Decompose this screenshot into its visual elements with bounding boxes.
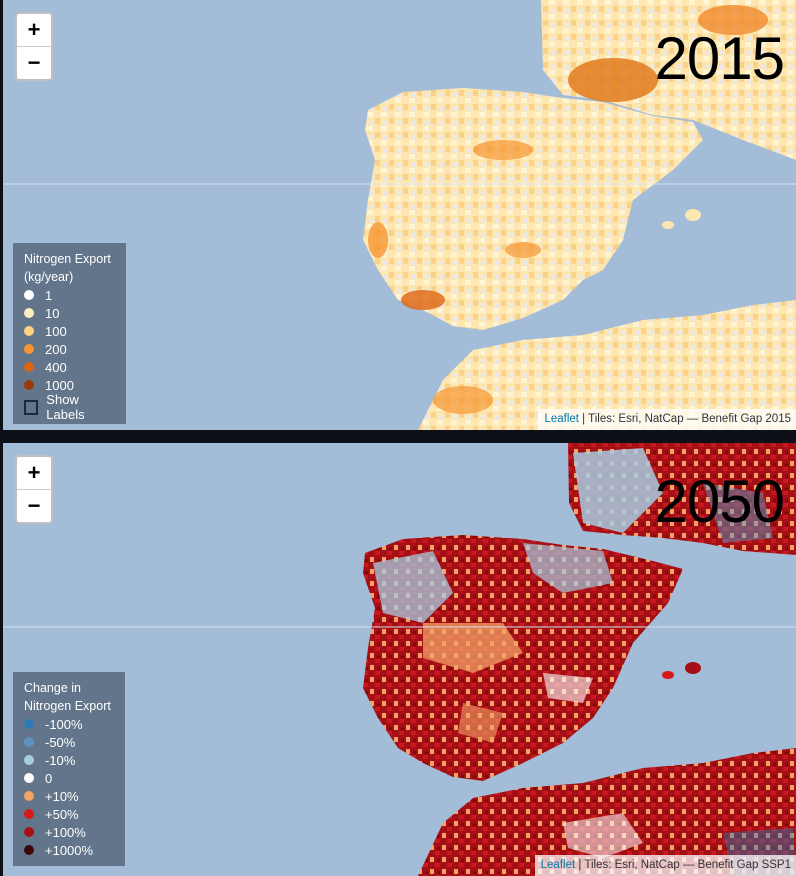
legend-label: 200 [45,341,67,357]
legend-label: +100% [45,824,86,840]
zoom-control: + − [15,455,53,524]
legend-label: +10% [45,788,79,804]
zoom-control: + − [15,12,53,81]
legend-label: -10% [45,752,76,768]
legend-item: 0 [24,769,115,787]
legend-item: +1000% [24,841,115,859]
land-iberia [363,88,703,330]
attribution: Leaflet | Tiles: Esri, NatCap — Benefit … [534,855,796,876]
leaflet-link[interactable]: Leaflet [540,859,576,871]
legend-swatch [24,344,34,354]
legend-subtitle: Nitrogen Export [24,699,111,713]
map-2050[interactable]: 2050 + − Change in Nitrogen Export -100%… [3,443,796,876]
legend-label: -100% [45,716,83,732]
map-2015[interactable]: 2015 + − Nitrogen Export (kg/year) 1 10 10… [3,0,796,430]
year-label: 2015 [654,25,785,92]
legend-label: 0 [45,770,53,786]
legend-label: +1000% [45,842,94,858]
attribution: Leaflet | Tiles: Esri, NatCap — Benefit … [538,409,796,430]
legend-2050: Change in Nitrogen Export -100% -50% -10% 0… [13,672,125,866]
legend-label: 1000 [45,377,74,393]
legend-swatch [24,380,34,390]
legend-item: 100 [24,322,116,340]
legend-swatch [24,719,34,729]
legend-swatch [24,791,34,801]
checkbox-label: Show Labels [46,392,85,422]
legend-swatch [24,773,34,783]
legend-swatch [24,737,34,747]
legend-item: +50% [24,805,115,823]
land-africa [418,300,796,430]
attribution-text: | Tiles: Esri, NatCap — Benefit Gap SSP1 [575,859,791,871]
legend-swatch [24,308,34,318]
attribution-text: | Tiles: Esri, NatCap — Benefit Gap 2015 [578,413,791,425]
legend-unit: (kg/year) [24,270,74,284]
legend-swatch [24,290,34,300]
land-france [541,0,796,160]
legend-title: Change in [24,681,81,695]
legend-label: 1 [45,287,53,303]
legend-item: +100% [24,823,115,841]
land-africa [418,748,796,876]
legend-swatch [24,845,34,855]
show-labels-checkbox[interactable]: Show Labels [24,392,116,422]
legend-label: -50% [45,734,76,750]
legend-swatch [24,326,34,336]
legend-item: +10% [24,787,115,805]
zoom-out-button[interactable]: − [27,50,41,75]
legend-label: 10 [45,305,60,321]
leaflet-link[interactable]: Leaflet [544,413,579,425]
map-tiles-2015[interactable] [3,0,796,430]
legend-item: 400 [24,358,116,376]
map-tiles-2050[interactable] [3,443,796,876]
year-label: 2050 [654,468,785,535]
checkbox-box[interactable] [24,399,39,415]
legend-label: 100 [45,323,67,339]
legend-item: 1 [24,286,116,304]
legend-label: 400 [45,359,67,375]
legend-title: Nitrogen Export [24,252,111,266]
zoom-out-button[interactable]: − [27,493,41,518]
legend-swatch [24,362,34,372]
legend-swatch [24,827,34,837]
legend-item: -100% [24,715,115,733]
legend-2015: Nitrogen Export (kg/year) 1 10 100 200 400 10… [13,243,126,424]
legend-label: +50% [45,806,79,822]
zoom-in-button[interactable]: + [17,457,51,490]
legend-item: 200 [24,340,116,358]
legend-swatch [24,809,34,819]
legend-swatch [24,755,34,765]
legend-item: 10 [24,304,116,322]
zoom-in-button[interactable]: + [17,14,51,47]
legend-item: -50% [24,733,115,751]
legend-item: 1000 [24,376,116,394]
legend-item: -10% [24,751,115,769]
